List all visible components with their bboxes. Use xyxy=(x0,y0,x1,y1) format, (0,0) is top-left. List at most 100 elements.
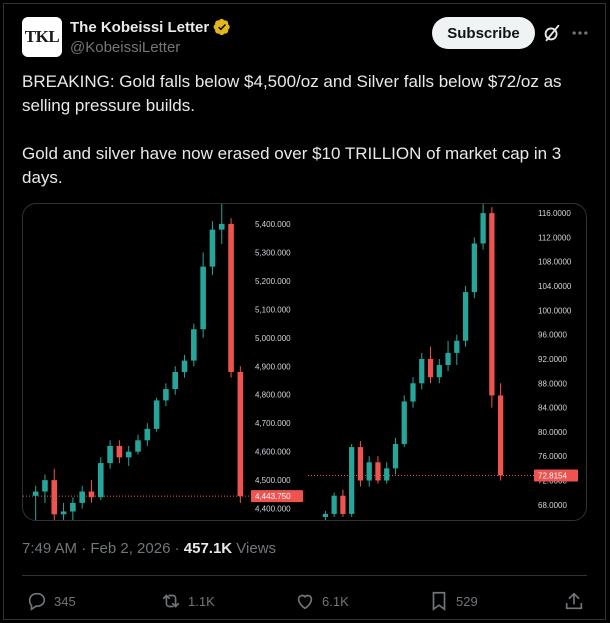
candle-body xyxy=(125,451,132,458)
candle-body xyxy=(384,468,390,481)
reply-button[interactable]: 345 xyxy=(26,590,76,612)
post-meta: 7:49 AM · Feb 2, 2026 · 457.1K Views xyxy=(22,540,276,557)
last-price-label: 72.8154 xyxy=(538,472,567,481)
reply-icon xyxy=(28,592,46,611)
verified-badge-icon xyxy=(213,18,230,36)
last-price-tag xyxy=(251,490,303,503)
candle-body xyxy=(153,400,160,429)
candle-body xyxy=(427,358,434,378)
candle-body xyxy=(436,365,442,378)
bookmark-button[interactable]: 529 xyxy=(428,590,478,612)
axis-tick-label: 88.0000 xyxy=(538,379,567,388)
share-button[interactable] xyxy=(563,590,585,612)
post-timestamp[interactable]: 7:49 AM · Feb 2, 2026 · xyxy=(22,540,184,557)
axis-tick-label: 76.0000 xyxy=(538,452,567,461)
axis-tick-label: 80.0000 xyxy=(538,428,567,437)
candle-body xyxy=(392,444,399,469)
reply-count: 345 xyxy=(54,593,76,609)
repost-button[interactable]: 1.1K xyxy=(160,590,215,612)
views-label: Views xyxy=(232,540,277,557)
post-card xyxy=(3,3,606,620)
candle-body xyxy=(209,229,216,267)
axis-tick-label: 4,700.000 xyxy=(255,419,291,428)
repost-count: 1.1K xyxy=(188,593,215,609)
candle-body xyxy=(366,462,372,481)
axis-tick-label: 4,400.000 xyxy=(255,505,291,514)
candle-body xyxy=(107,445,113,464)
divider xyxy=(22,575,587,576)
author-name-text[interactable]: The Kobeissi Letter xyxy=(70,18,210,36)
avatar[interactable]: TKL xyxy=(22,17,62,57)
heart-icon xyxy=(297,594,313,610)
author-handle[interactable]: @KobeissiLetter xyxy=(70,39,181,56)
like-count: 6.1K xyxy=(322,593,349,609)
last-price-tag xyxy=(534,469,578,482)
post-text: BREAKING: Gold falls below $4,500/oz and… xyxy=(22,70,592,214)
like-button[interactable]: 6.1K xyxy=(294,590,349,612)
candle-body xyxy=(228,223,234,372)
candle-body xyxy=(237,371,244,497)
axis-tick-label: 112.0000 xyxy=(538,233,571,242)
more-options-icon[interactable] xyxy=(570,22,590,44)
candle-body xyxy=(445,352,451,366)
repost-icon xyxy=(162,594,180,608)
subscribe-button[interactable]: Subscribe xyxy=(432,17,535,49)
avatar-text: TKL xyxy=(24,27,60,46)
candle-body xyxy=(375,462,381,481)
axis-tick-label: 5,300.000 xyxy=(255,248,291,257)
price-charts: 5,400.000 5,300.000 5,200.000 5,100.000 5,00… xyxy=(23,204,578,520)
axis-tick-label: 68.0000 xyxy=(538,501,567,510)
candle-body xyxy=(218,223,225,230)
candle-body xyxy=(462,292,469,341)
candle-body xyxy=(51,480,58,515)
axis-tick-label: 5,200.000 xyxy=(255,277,291,286)
candle-body xyxy=(454,340,460,353)
axis-tick-label: 96.0000 xyxy=(538,331,567,340)
axis-tick-label: 92.0000 xyxy=(538,355,567,364)
axis-tick-label: 104.0000 xyxy=(538,282,572,291)
candle-body xyxy=(419,358,425,384)
candle-body xyxy=(357,447,364,481)
candle-body xyxy=(489,213,495,396)
axis-tick-label: 5,000.000 xyxy=(255,334,291,343)
post-image[interactable]: 5,400.000 5,300.000 5,200.000 5,100.000 5,00… xyxy=(22,203,587,521)
last-price-label: 4,443.750 xyxy=(255,492,291,501)
views-count: 457.1K xyxy=(183,540,233,557)
candle-body xyxy=(322,513,329,517)
candle-body xyxy=(97,463,104,498)
candle-body xyxy=(410,383,416,402)
candle-body xyxy=(60,511,67,515)
candle-body xyxy=(172,371,179,390)
candle-body xyxy=(135,440,141,452)
axis-tick-label: 108.0000 xyxy=(538,258,572,267)
axis-tick-label: 116.0000 xyxy=(538,209,571,218)
candle-body xyxy=(88,491,95,498)
axis-tick-label: 84.0000 xyxy=(538,404,567,413)
candle-body xyxy=(349,447,355,514)
post-paragraph: Gold and silver have now erased over $10… xyxy=(22,144,562,187)
candle-body xyxy=(144,428,151,441)
candle-body xyxy=(79,491,85,503)
author-name[interactable]: The Kobeissi Letter xyxy=(70,18,231,36)
axis-tick-label: 4,800.000 xyxy=(255,391,291,400)
bookmark-icon xyxy=(432,591,446,611)
grok-icon[interactable] xyxy=(541,22,563,44)
candle-body xyxy=(497,395,504,476)
candle-body xyxy=(32,491,39,496)
candle-body xyxy=(42,480,48,492)
candle-body xyxy=(200,266,206,330)
axis-tick-label: 5,400.000 xyxy=(255,220,291,229)
axis-tick-label: 5,100.000 xyxy=(255,305,291,314)
bookmark-count: 529 xyxy=(456,593,478,609)
candle-body xyxy=(480,213,486,244)
axis-tick-label: 4,900.000 xyxy=(255,362,291,371)
axis-tick-label: 100.0000 xyxy=(538,306,572,315)
candle-body xyxy=(116,445,123,458)
candle-body xyxy=(340,495,346,514)
candle-body xyxy=(331,495,337,514)
post-paragraph: BREAKING: Gold falls below $4,500/oz and… xyxy=(22,72,562,115)
axis-tick-label: 4,500.000 xyxy=(255,476,291,485)
share-icon xyxy=(565,592,583,610)
candle-body xyxy=(181,360,188,372)
candle-body xyxy=(191,329,197,361)
